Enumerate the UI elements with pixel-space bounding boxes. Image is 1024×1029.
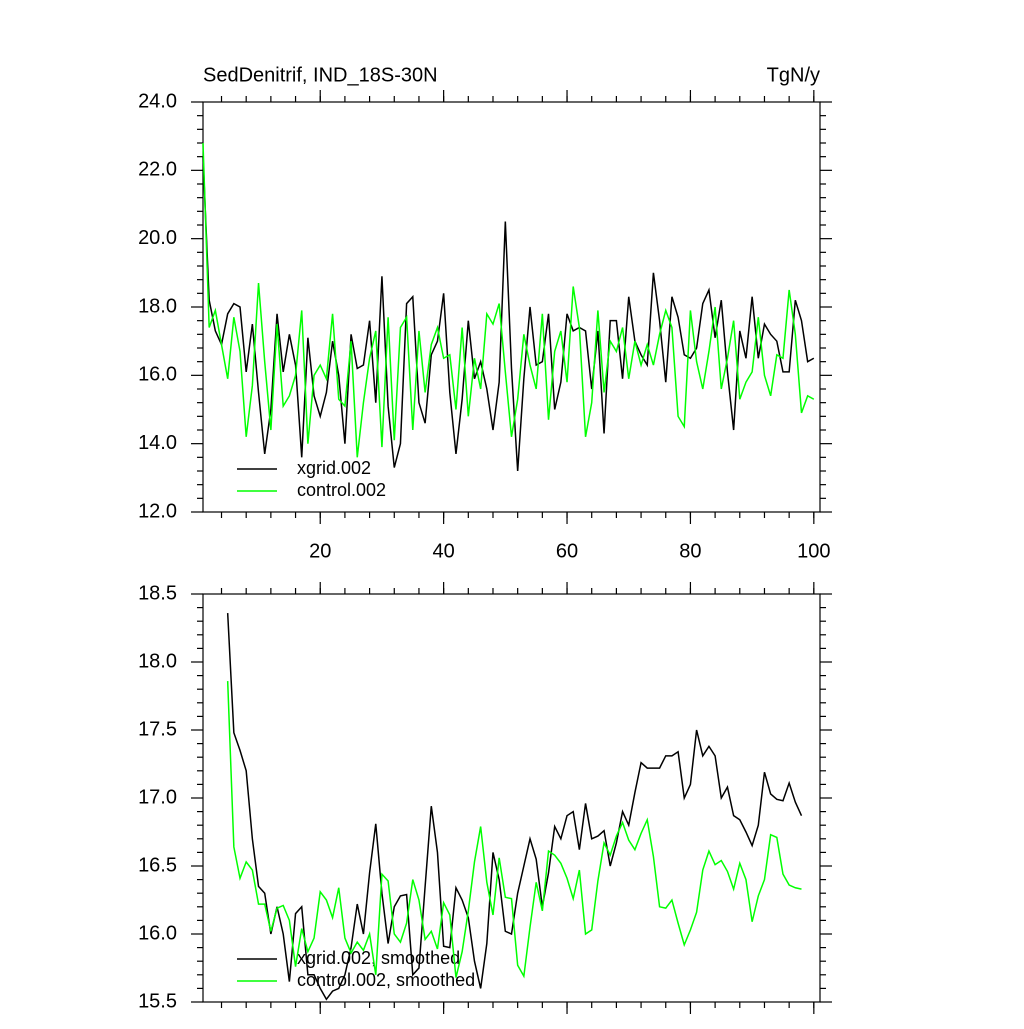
chart-title: SedDenitrif, IND_18S-30N: [203, 64, 438, 86]
units-label: TgN/y: [767, 64, 820, 86]
y-tick-label: 22.0: [138, 159, 177, 181]
y-tick-label: 18.0: [138, 650, 177, 672]
plot-frame: [202, 101, 821, 513]
legend-label: control.002: [297, 480, 386, 500]
x-tick-label: 60: [556, 540, 578, 562]
y-tick-label: 17.0: [138, 786, 177, 808]
y-tick-label: 12.0: [138, 500, 177, 522]
y-tick-label: 17.5: [138, 718, 177, 740]
y-tick-label: 14.0: [138, 432, 177, 454]
y-tick-label: 18.5: [138, 582, 177, 604]
series-line: [202, 142, 815, 458]
plot-frame: [202, 593, 821, 1003]
y-tick-label: 16.5: [138, 854, 177, 876]
legend-label: xgrid.002, smoothed: [297, 948, 460, 968]
y-tick-label: 16.0: [138, 922, 177, 944]
series-line: [226, 681, 802, 979]
y-tick-label: 18.0: [138, 295, 177, 317]
x-tick-label: 40: [433, 540, 455, 562]
x-tick-label: 100: [797, 540, 830, 562]
series-line: [226, 613, 803, 1001]
y-tick-label: 24.0: [138, 90, 177, 112]
x-tick-label: 80: [679, 540, 701, 562]
y-tick-label: 15.5: [138, 990, 177, 1012]
series-line: [202, 156, 815, 472]
legend-label: xgrid.002: [297, 458, 371, 478]
y-tick-label: 20.0: [138, 227, 177, 249]
x-tick-label: 20: [309, 540, 331, 562]
legend-label: control.002, smoothed: [297, 970, 475, 990]
y-tick-label: 16.0: [138, 364, 177, 386]
